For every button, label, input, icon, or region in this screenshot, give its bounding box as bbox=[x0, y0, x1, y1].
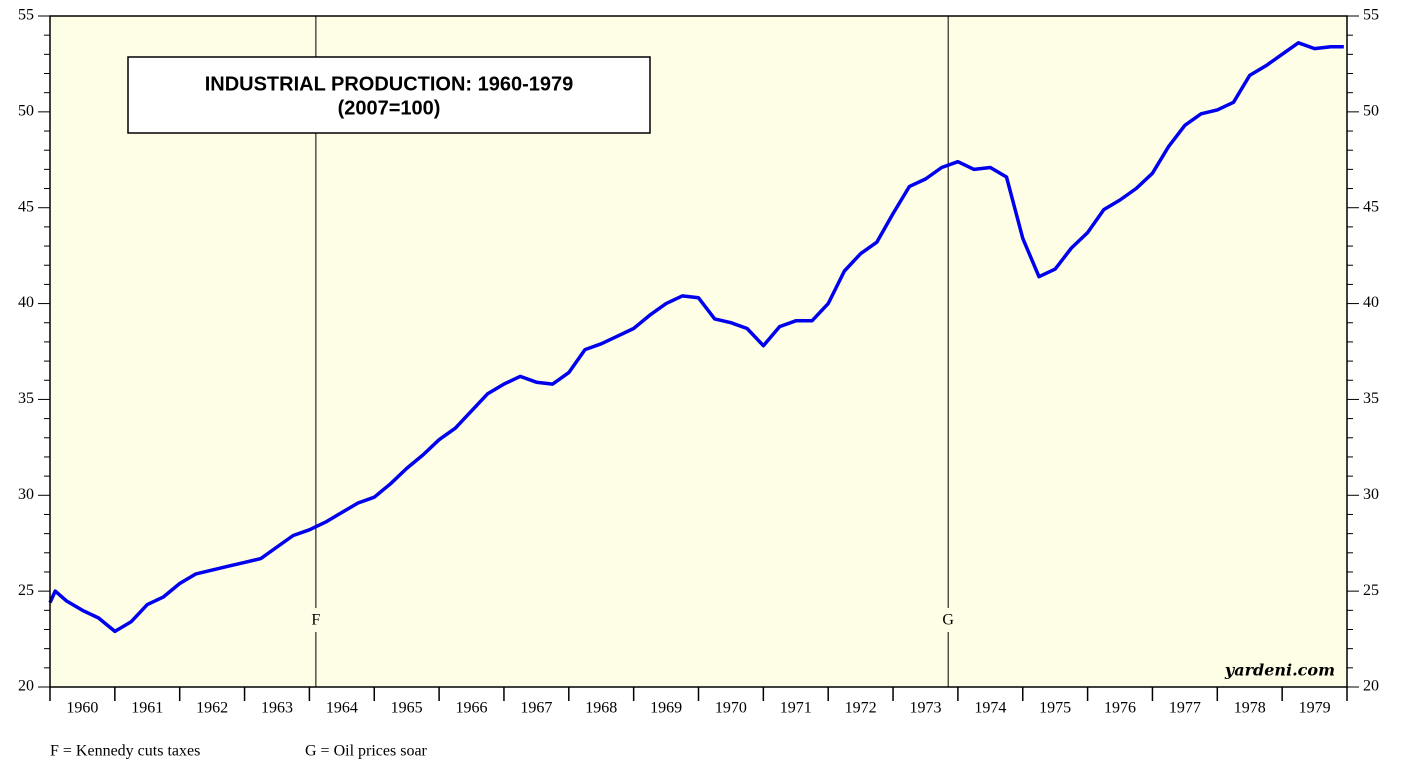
x-tick-label: 1978 bbox=[1234, 700, 1266, 717]
data-line bbox=[48, 41, 1344, 634]
x-tick-label: 1974 bbox=[974, 700, 1006, 717]
x-tick-label: 1964 bbox=[326, 700, 358, 717]
event-label: G bbox=[942, 612, 954, 629]
event-label: F bbox=[311, 612, 320, 629]
y-tick-label: 55 bbox=[18, 7, 34, 24]
x-tick-label: 1969 bbox=[650, 700, 682, 717]
chart-subtitle: (2007=100) bbox=[338, 97, 441, 119]
y-tick-label: 25 bbox=[1363, 582, 1379, 599]
y-tick-label: 35 bbox=[1363, 390, 1379, 407]
footnote: G = Oil prices soar bbox=[305, 743, 428, 760]
y-tick-label: 50 bbox=[1363, 103, 1379, 120]
x-tick-label: 1966 bbox=[456, 700, 488, 717]
x-tick-label: 1979 bbox=[1299, 700, 1331, 717]
y-tick-label: 40 bbox=[1363, 294, 1379, 311]
x-tick-label: 1961 bbox=[131, 700, 163, 717]
x-tick-label: 1973 bbox=[909, 700, 941, 717]
y-tick-label: 20 bbox=[1363, 678, 1379, 695]
x-tick-label: 1975 bbox=[1039, 700, 1071, 717]
x-tick-label: 1972 bbox=[845, 700, 877, 717]
y-tick-label: 50 bbox=[18, 103, 34, 120]
y-tick-label: 45 bbox=[1363, 198, 1379, 215]
y-tick-label: 30 bbox=[18, 486, 34, 503]
y-tick-label: 40 bbox=[18, 294, 34, 311]
x-tick-label: 1965 bbox=[391, 700, 423, 717]
x-tick-label: 1971 bbox=[780, 700, 812, 717]
x-tick-label: 1976 bbox=[1104, 700, 1136, 717]
x-tick-label: 1967 bbox=[520, 700, 552, 717]
x-tick-label: 1962 bbox=[196, 700, 228, 717]
x-tick-label: 1968 bbox=[585, 700, 617, 717]
title-box bbox=[127, 56, 651, 134]
y-tick-label: 20 bbox=[18, 678, 34, 695]
event-label-bg bbox=[305, 608, 326, 632]
y-tick-label: 35 bbox=[18, 390, 34, 407]
x-tick-label: 1970 bbox=[715, 700, 747, 717]
event-label-bg bbox=[938, 608, 959, 632]
footnote: F = Kennedy cuts taxes bbox=[50, 743, 200, 760]
x-tick-label: 1960 bbox=[66, 700, 98, 717]
x-tick-label: 1963 bbox=[261, 700, 293, 717]
x-tick-label: 1977 bbox=[1169, 700, 1201, 717]
y-tick-label: 45 bbox=[18, 198, 34, 215]
chart-title: INDUSTRIAL PRODUCTION: 1960-1979 bbox=[205, 73, 574, 95]
y-tick-label: 25 bbox=[18, 582, 34, 599]
y-tick-label: 55 bbox=[1363, 7, 1379, 24]
credit: yardeni.com bbox=[1224, 661, 1335, 680]
y-tick-label: 30 bbox=[1363, 486, 1379, 503]
